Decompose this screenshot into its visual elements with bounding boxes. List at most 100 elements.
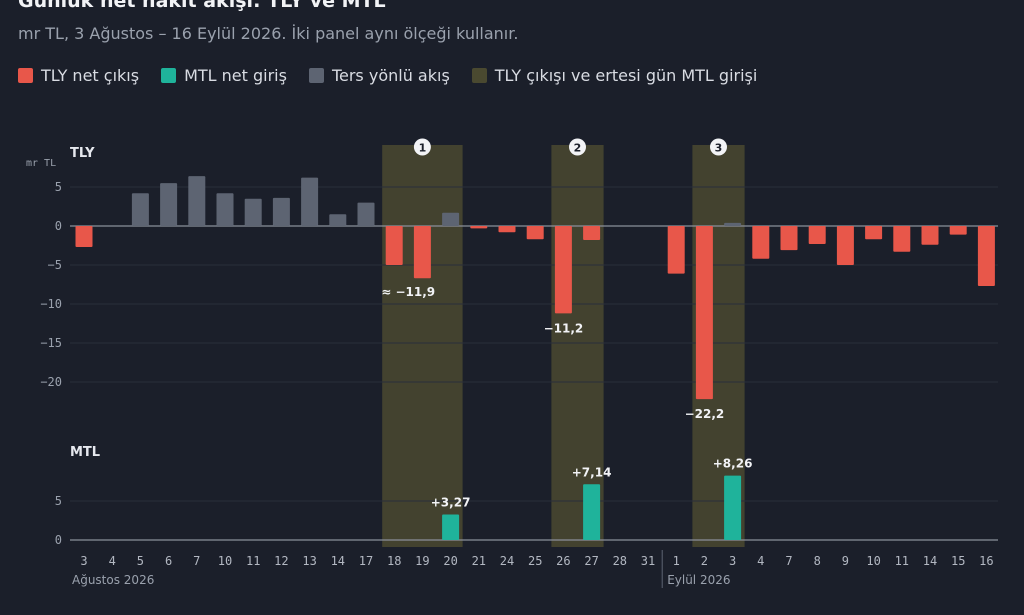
ytick-mtl-0: 0 [55, 533, 62, 547]
xtick-8: 13 [302, 554, 316, 568]
bar-tly-2 [131, 193, 149, 226]
xtick-26: 8 [814, 554, 821, 568]
xtick-20: 31 [641, 554, 655, 568]
legend-swatch-tly-outflow [18, 68, 33, 83]
bar-tly-17 [554, 226, 572, 314]
legend-swatch-reverse-flow [308, 68, 324, 83]
bar-tly-15 [498, 226, 516, 233]
legend-label-mtl-inflow: MTL net giriş [184, 66, 287, 85]
bar-tly-11 [385, 226, 403, 265]
panel-label-tly: TLY [70, 146, 95, 161]
bar-tly-23 [724, 222, 742, 226]
xtick-23: 3 [729, 554, 736, 568]
legend-label-highlight: TLY çıkışı ve ertesi gün MTL girişi [494, 66, 758, 85]
highlight-badge-3 [710, 138, 727, 156]
xtick-15: 24 [500, 554, 514, 568]
highlight-badge-label-2: 2 [574, 142, 582, 155]
bar-tly-31 [949, 226, 967, 235]
xtick-3: 6 [165, 554, 172, 568]
xtick-5: 10 [218, 554, 232, 568]
data-label-mtl-18: +7,14 [572, 465, 612, 479]
ytick-tly--20: −20 [40, 375, 62, 389]
bar-tly-0 [75, 226, 93, 248]
ytick-tly-5: 5 [55, 180, 62, 194]
xtick-32: 16 [979, 554, 993, 568]
bar-mtl-23 [724, 475, 742, 540]
bar-tly-21 [667, 226, 685, 274]
legend: TLY net çıkış MTL net giriş Ters yönlü a… [18, 66, 757, 85]
axis-unit-tly: mr TL [26, 158, 56, 169]
data-label-mtl-23: +8,26 [713, 457, 753, 471]
data-label-tly-22: −22,2 [685, 407, 725, 421]
bar-tly-9 [329, 214, 347, 226]
bar-tly-13 [442, 212, 460, 226]
bar-tly-25 [780, 226, 798, 251]
xtick-18: 27 [584, 554, 598, 568]
xtick-30: 14 [923, 554, 937, 568]
xtick-4: 7 [193, 554, 200, 568]
data-label-mtl-13: +3,27 [431, 495, 471, 509]
bar-tly-10 [357, 202, 375, 226]
legend-item-reverse-flow: Ters yönlü akış [308, 66, 450, 85]
xtick-9: 14 [331, 554, 345, 568]
legend-item-highlight: TLY çıkışı ve ertesi gün MTL girişi [471, 66, 758, 85]
bar-tly-4 [188, 176, 206, 226]
bar-tly-22 [695, 226, 713, 400]
bar-tly-6 [244, 198, 262, 226]
bar-mtl-18 [583, 484, 601, 540]
month-label-0: Ağustos 2026 [72, 573, 154, 587]
highlight-badge-2 [569, 138, 586, 156]
xtick-24: 4 [757, 554, 764, 568]
data-label-tly-17: −11,2 [544, 321, 584, 335]
bar-tly-18 [583, 226, 601, 241]
bar-tly-3 [160, 183, 178, 226]
xtick-7: 12 [274, 554, 288, 568]
bar-tly-14 [470, 226, 488, 229]
bar-tly-29 [893, 226, 911, 252]
legend-swatch-highlight [471, 68, 487, 83]
bar-tly-24 [752, 226, 770, 259]
xtick-0: 3 [80, 554, 87, 568]
bar-tly-7 [272, 197, 290, 226]
ytick-tly-0: 0 [55, 219, 62, 233]
xtick-1: 4 [109, 554, 116, 568]
panel-label-mtl: MTL [70, 445, 100, 460]
highlight-badge-label-1: 1 [419, 142, 427, 155]
xtick-31: 15 [951, 554, 965, 568]
xtick-21: 1 [673, 554, 680, 568]
xtick-6: 11 [246, 554, 260, 568]
xtick-25: 7 [785, 554, 792, 568]
bar-tly-26 [808, 226, 826, 244]
xtick-28: 10 [866, 554, 880, 568]
bar-tly-28 [865, 226, 883, 240]
xtick-27: 9 [842, 554, 849, 568]
xtick-11: 18 [387, 554, 401, 568]
bar-tly-16 [526, 226, 544, 240]
highlight-badge-label-3: 3 [715, 142, 723, 155]
highlight-band-2 [551, 145, 604, 547]
xtick-10: 17 [359, 554, 373, 568]
xtick-22: 2 [701, 554, 708, 568]
xtick-17: 26 [556, 554, 570, 568]
xtick-12: 19 [415, 554, 429, 568]
month-label-1: Eylül 2026 [667, 573, 730, 587]
legend-item-mtl-inflow: MTL net giriş [161, 66, 287, 85]
bar-tly-8 [301, 177, 319, 226]
ytick-mtl-5: 5 [55, 494, 62, 508]
bar-mtl-13 [442, 514, 460, 540]
bar-tly-5 [216, 193, 234, 226]
legend-label-tly-outflow: TLY net çıkış [41, 66, 140, 85]
xtick-29: 11 [895, 554, 909, 568]
chart-subtitle: mr TL, 3 Ağustos – 16 Eylül 2026. İki pa… [18, 24, 519, 43]
chart-title: Günlük net nakit akışı: TLY ve MTL [18, 0, 386, 12]
highlight-band-1 [382, 145, 463, 547]
bar-tly-30 [921, 226, 939, 245]
xtick-19: 28 [613, 554, 627, 568]
bar-tly-12 [413, 226, 431, 279]
xtick-14: 21 [472, 554, 486, 568]
xtick-13: 20 [443, 554, 457, 568]
xtick-2: 5 [137, 554, 144, 568]
bar-tly-32 [977, 226, 995, 287]
data-label-tly-11: ≈ −11,9 [381, 285, 435, 299]
